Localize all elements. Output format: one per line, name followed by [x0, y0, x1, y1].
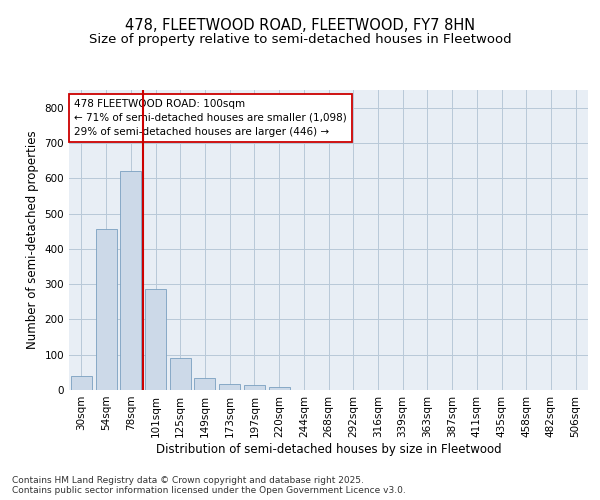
Text: Size of property relative to semi-detached houses in Fleetwood: Size of property relative to semi-detach…	[89, 32, 511, 46]
Bar	[269, 387, 290, 390]
Bar	[244, 386, 265, 390]
Bar	[170, 358, 191, 390]
Bar	[194, 378, 215, 390]
Text: Contains HM Land Registry data © Crown copyright and database right 2025.
Contai: Contains HM Land Registry data © Crown c…	[12, 476, 406, 495]
Bar	[145, 290, 166, 390]
Bar	[219, 384, 240, 390]
Y-axis label: Number of semi-detached properties: Number of semi-detached properties	[26, 130, 39, 350]
Text: 478 FLEETWOOD ROAD: 100sqm
← 71% of semi-detached houses are smaller (1,098)
29%: 478 FLEETWOOD ROAD: 100sqm ← 71% of semi…	[74, 99, 347, 137]
Bar	[120, 171, 141, 390]
Bar	[71, 376, 92, 390]
Bar	[95, 230, 116, 390]
Text: 478, FLEETWOOD ROAD, FLEETWOOD, FY7 8HN: 478, FLEETWOOD ROAD, FLEETWOOD, FY7 8HN	[125, 18, 475, 32]
X-axis label: Distribution of semi-detached houses by size in Fleetwood: Distribution of semi-detached houses by …	[155, 442, 502, 456]
